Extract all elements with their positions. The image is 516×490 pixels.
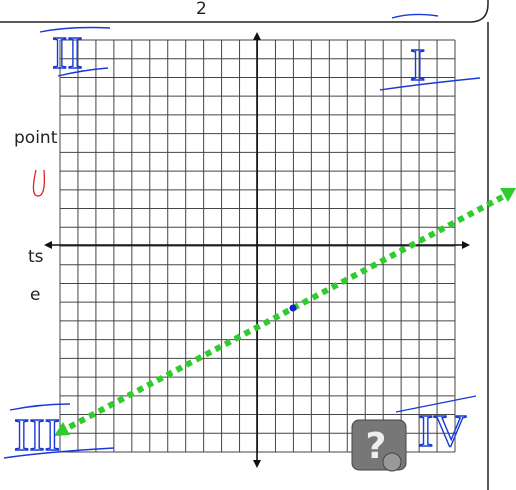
quadrant-label: I <box>410 39 425 90</box>
point <box>290 305 297 312</box>
worksheet: 2 point ts e I II III IV ? <box>0 0 516 490</box>
help-icon[interactable]: ? <box>352 420 406 471</box>
page: 2 point ts e I II III IV ? (() => { cons… <box>0 0 516 490</box>
text-fragment: point <box>14 128 58 148</box>
header-fragment: 2 <box>196 0 207 19</box>
quadrant-label: IV <box>418 405 467 456</box>
text-fragment: e <box>30 285 40 305</box>
help-icon-badge <box>383 453 401 471</box>
quadrant-label: II <box>52 27 83 78</box>
text-fragment: ts <box>28 247 44 267</box>
